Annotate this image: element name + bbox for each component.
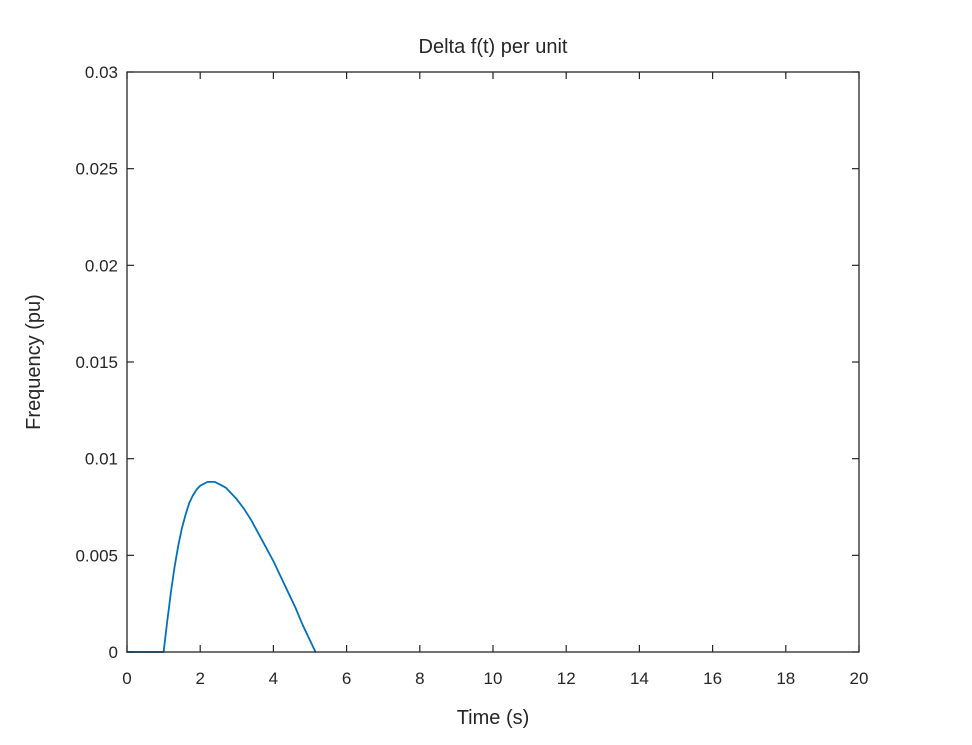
tick-layer: 0 2 4 6 8 10 12 14 16 18 20 0 0.005 0.01 0.015 0.02 0.02…	[75, 63, 868, 688]
series-layer	[126, 480, 317, 653]
x-tick-label: 8	[415, 669, 424, 688]
x-tick-label: 20	[850, 669, 869, 688]
x-tick-label: 12	[557, 669, 576, 688]
plot-area	[127, 72, 859, 652]
x-tick-label: 16	[703, 669, 722, 688]
y-tick-label: 0.015	[75, 353, 118, 372]
chart-title: Delta f(t) per unit	[419, 36, 568, 58]
x-tick-label: 4	[269, 669, 278, 688]
y-tick-label: 0.01	[85, 450, 118, 469]
y-tick-label: 0	[109, 643, 118, 662]
x-axis-label: Time (s)	[457, 707, 530, 729]
y-axis-label: Frequency (pu)	[23, 294, 45, 430]
x-tick-label: 18	[776, 669, 795, 688]
y-tick-label: 0.02	[85, 256, 118, 275]
x-tick-label: 6	[342, 669, 351, 688]
x-tick-label: 0	[122, 669, 131, 688]
series-line	[126, 480, 317, 653]
x-tick-label: 2	[195, 669, 204, 688]
y-tick-label: 0.005	[75, 546, 118, 565]
x-tick-label: 14	[630, 669, 649, 688]
x-tick-label: 10	[484, 669, 503, 688]
y-tick-label: 0.03	[85, 63, 118, 82]
y-tick-label: 0.025	[75, 160, 118, 179]
